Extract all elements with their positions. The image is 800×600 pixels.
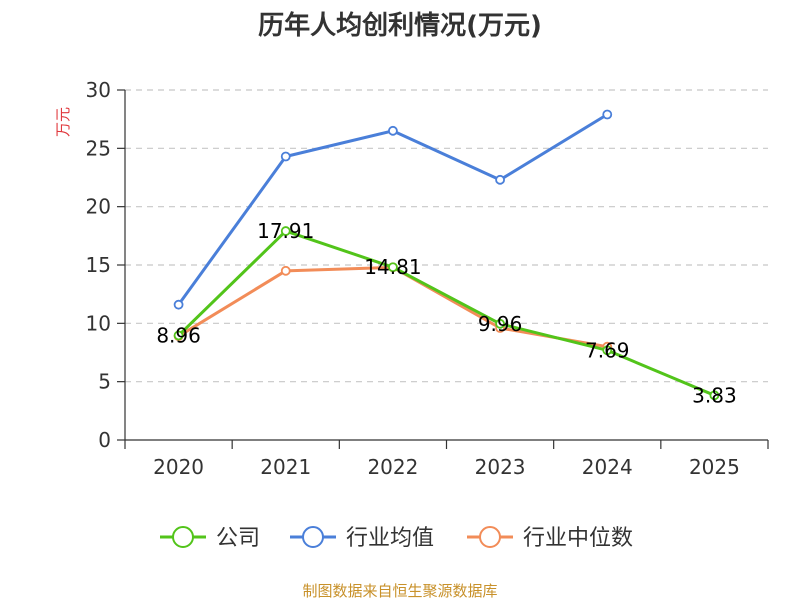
data-label: 7.69 — [585, 338, 630, 362]
data-point — [173, 330, 184, 341]
data-label: 17.91 — [257, 219, 314, 243]
data-point — [280, 265, 291, 276]
y-tick-label: 10 — [86, 311, 111, 335]
grid-lines — [125, 89, 768, 383]
y-tick-label: 0 — [98, 428, 111, 452]
legend-label: 行业中位数 — [523, 526, 633, 551]
chart-title: 历年人均创利情况(万元) — [258, 10, 542, 41]
x-tick-label: 2024 — [582, 455, 633, 479]
series-layer — [173, 109, 720, 401]
y-axis-label: 万元 — [54, 107, 72, 137]
legend-item[interactable]: 行业均值 — [290, 526, 434, 551]
legend-item[interactable]: 行业中位数 — [467, 526, 633, 551]
x-tick-label: 2025 — [689, 455, 740, 479]
y-tick-label: 25 — [86, 136, 111, 160]
data-label: 9.96 — [478, 312, 523, 336]
data-point — [388, 262, 398, 273]
data-point — [602, 345, 613, 356]
data-point — [388, 125, 398, 136]
x-tick-label: 2020 — [153, 455, 204, 479]
data-point — [280, 226, 291, 236]
data-label: 14.81 — [364, 255, 421, 279]
legend-swatch-marker — [302, 526, 324, 548]
x-tick-label: 2022 — [367, 455, 418, 479]
legend-label: 行业均值 — [346, 526, 434, 551]
data-point — [709, 390, 720, 401]
legend-swatch-marker — [479, 526, 501, 548]
data-label: 3.83 — [692, 383, 737, 407]
data-point — [173, 299, 184, 310]
y-tick-label: 20 — [86, 195, 111, 219]
legend-item[interactable]: 公司 — [160, 526, 260, 551]
y-tick-label: 15 — [86, 253, 111, 277]
data-point — [602, 109, 613, 120]
legend-label: 公司 — [216, 526, 260, 551]
data-labels: 8.96 17.91 14.81 9.96 7.69 3.83 — [156, 219, 736, 407]
x-tick-label: 2023 — [475, 455, 526, 479]
source-note: 制图数据来自恒生聚源数据库 — [302, 582, 497, 600]
y-tick-label: 30 — [86, 78, 111, 102]
x-tick-label: 2021 — [260, 455, 311, 479]
legend[interactable]: 公司 行业均值 行业中位数 — [160, 526, 633, 551]
data-label: 8.96 — [156, 323, 201, 347]
data-point — [495, 318, 505, 329]
data-point — [495, 174, 505, 185]
data-point — [280, 151, 291, 162]
y-tick-label: 5 — [98, 370, 111, 394]
series-line-0 — [177, 229, 715, 397]
legend-swatch-marker — [172, 526, 194, 548]
